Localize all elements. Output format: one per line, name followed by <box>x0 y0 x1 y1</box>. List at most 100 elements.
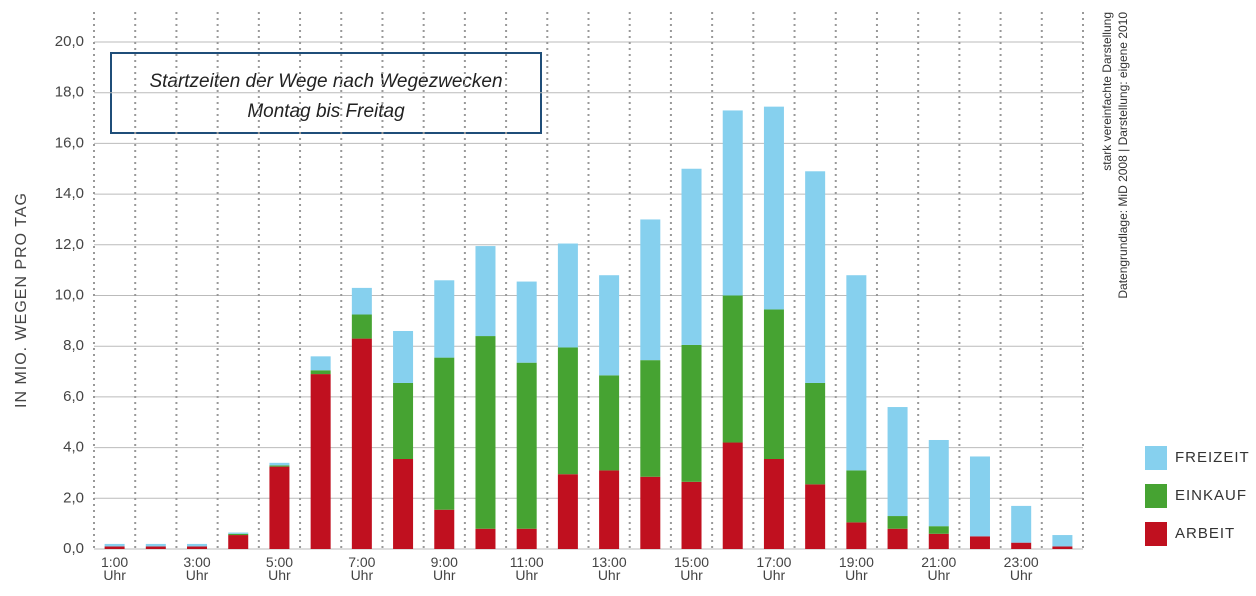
bar-segment <box>516 528 537 549</box>
bar-segment <box>516 281 537 363</box>
x-tick-label-line: Uhr <box>680 567 703 583</box>
x-tick-label-line: Uhr <box>268 567 291 583</box>
legend-swatch <box>1145 446 1167 470</box>
bar-segment <box>187 543 208 547</box>
bar-segment <box>145 546 166 549</box>
x-tick-label-line: Uhr <box>927 567 950 583</box>
bar-segment <box>763 106 784 310</box>
bar-segment <box>104 543 125 547</box>
bar-segment <box>475 528 496 549</box>
bar-segment <box>887 407 908 517</box>
x-tick-label-line: Uhr <box>186 567 209 583</box>
bar-segment <box>1052 535 1073 547</box>
bar-segment <box>928 439 949 527</box>
x-tick-label: 9:00 Uhr <box>431 554 458 583</box>
bar-segment <box>681 168 702 345</box>
y-tick-label: 4,0 <box>63 439 84 456</box>
bar-segment <box>557 243 578 348</box>
bar-segment <box>310 374 331 549</box>
x-tick-label-line: Uhr <box>845 567 868 583</box>
bar-segment <box>846 470 867 523</box>
x-tick-label-line: 3:00 <box>183 554 210 570</box>
bar-segment <box>557 347 578 475</box>
bar-segment <box>516 362 537 529</box>
bar-segment <box>145 543 166 547</box>
y-axis-label: IN MIO. WEGEN PRO TAG <box>13 192 30 408</box>
y-tick-label: 16,0 <box>55 134 84 151</box>
y-tick-label: 2,0 <box>63 489 84 506</box>
bar-segment <box>1011 542 1032 549</box>
bar-segment <box>393 459 414 549</box>
x-tick-label-line: Uhr <box>1010 567 1033 583</box>
bar-segment <box>640 476 661 549</box>
y-tick-label: 10,0 <box>55 286 84 303</box>
bar-segment <box>228 533 249 536</box>
bar-segment <box>722 110 743 296</box>
y-tick-label: 14,0 <box>55 185 84 202</box>
bar-segment <box>928 526 949 534</box>
bar-segment <box>393 382 414 460</box>
bar-segment <box>351 314 372 339</box>
bar-segment <box>187 546 208 549</box>
legend-label: FREIZEIT <box>1175 449 1250 466</box>
bar-segment <box>599 275 620 376</box>
bar-segment <box>1052 546 1073 549</box>
bar-segment <box>351 338 372 549</box>
bar-segment <box>228 532 249 534</box>
x-tick-label: 11:00 Uhr <box>510 554 544 583</box>
y-tick-label: 8,0 <box>63 337 84 354</box>
x-tick-label: 15:00 Uhr <box>674 554 709 583</box>
bar-segment <box>681 344 702 482</box>
x-tick-label-line: Uhr <box>433 567 456 583</box>
bar-segment <box>434 357 455 510</box>
y-tick-label: 0,0 <box>63 540 84 557</box>
x-tick-label-line: 7:00 <box>348 554 375 570</box>
bar-segment <box>763 309 784 460</box>
bar-segment <box>269 465 290 467</box>
x-tick-label: 23:00 Uhr <box>1004 554 1039 583</box>
x-tick-label-line: 11:00 <box>510 554 544 570</box>
chart-title: Startzeiten der Wege nach Wegezwecken <box>149 71 502 92</box>
bar-segment <box>269 466 290 549</box>
legend-label: ARBEIT <box>1175 525 1235 542</box>
bar-segment <box>1011 505 1032 543</box>
bar-segment <box>434 280 455 358</box>
bar-segment <box>887 528 908 549</box>
legend-swatch <box>1145 522 1167 546</box>
bar-segment <box>310 356 331 371</box>
x-tick-label-line: 9:00 <box>431 554 458 570</box>
x-tick-label: 21:00 Uhr <box>921 554 956 583</box>
bar-segment <box>310 370 331 375</box>
x-tick-label-line: Uhr <box>598 567 621 583</box>
bar-segment <box>599 375 620 471</box>
x-tick-label: 1:00 Uhr <box>101 554 128 583</box>
x-tick-label: 7:00 Uhr <box>348 554 375 583</box>
bar-segment <box>805 484 826 549</box>
x-tick-label-line: 1:00 <box>101 554 128 570</box>
x-tick-label-line: 15:00 <box>674 554 709 570</box>
bar-segment <box>228 535 249 549</box>
bar-segment <box>434 509 455 549</box>
x-tick-label: 19:00 Uhr <box>839 554 874 583</box>
x-tick-label-line: 13:00 <box>592 554 627 570</box>
bar-segment <box>846 275 867 471</box>
bar-segment <box>722 442 743 549</box>
bar-segment <box>351 287 372 315</box>
legend-label: EINKAUF <box>1175 487 1247 504</box>
bar-segment <box>269 462 290 466</box>
x-tick-label-line: 19:00 <box>839 554 874 570</box>
note: stark vereinfachte Darstellung <box>1100 12 1114 171</box>
x-tick-label-line: 21:00 <box>921 554 956 570</box>
bar-segment <box>763 459 784 549</box>
bar-segment <box>681 481 702 549</box>
x-tick-label-line: Uhr <box>351 567 374 583</box>
x-tick-label-line: 17:00 <box>756 554 791 570</box>
x-tick-label-line: 23:00 <box>1004 554 1039 570</box>
x-tick-label-line: 5:00 <box>266 554 293 570</box>
bar-segment <box>722 295 743 443</box>
bar-segment <box>475 246 496 337</box>
bar-segment <box>104 546 125 549</box>
bar-segment <box>928 533 949 549</box>
bar-segment <box>475 336 496 529</box>
